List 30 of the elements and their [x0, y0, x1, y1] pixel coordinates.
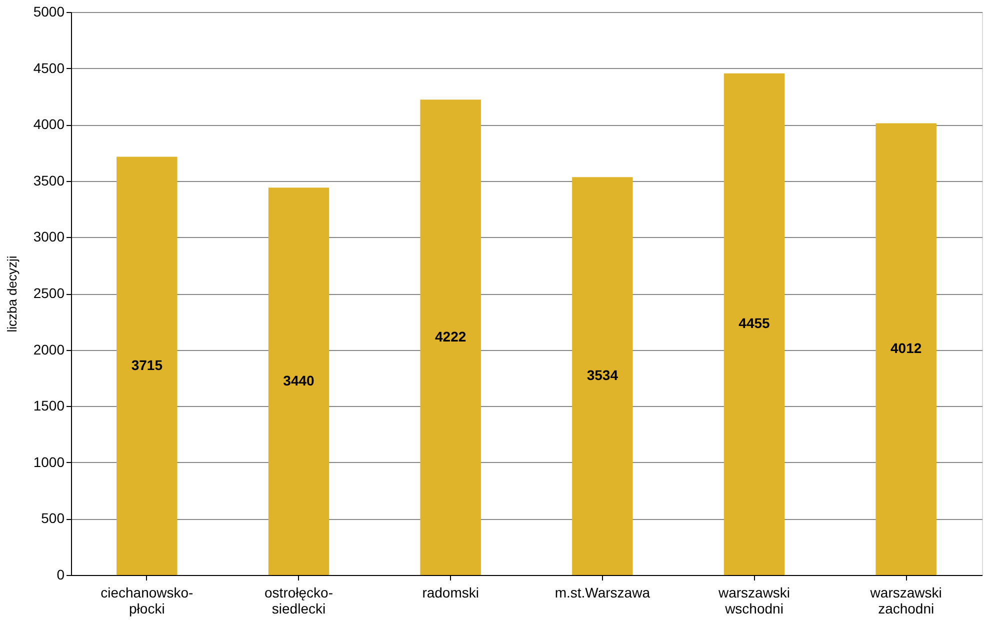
y-tick-label: 2500 — [33, 285, 65, 301]
data-label: 4222 — [435, 328, 466, 344]
data-label: 4455 — [738, 315, 770, 332]
x-tick-label: m.st.Warszawa — [554, 584, 650, 600]
bar — [116, 156, 178, 575]
x-tick-label: ciechanowsko-płocki — [100, 584, 194, 616]
bar — [268, 188, 330, 575]
y-tick-label: 3000 — [33, 228, 65, 245]
bar — [876, 123, 936, 575]
y-tick-label: 1000 — [33, 454, 65, 470]
y-tick-label: 500 — [41, 510, 65, 526]
bar — [420, 100, 481, 575]
x-tick-label: warszawski wschodni — [717, 584, 790, 616]
data-label: 3440 — [283, 372, 315, 388]
x-tick-label: radomski — [422, 584, 479, 600]
x-tick-label: warszawski zachodni — [869, 584, 942, 616]
y-tick-label: 2000 — [33, 341, 65, 358]
x-tick-label: ostrołęcko-siedlecki — [264, 584, 334, 616]
data-label: 3534 — [586, 367, 618, 384]
bar — [724, 73, 785, 575]
y-tick-label: 4000 — [33, 116, 65, 132]
data-label: 3715 — [131, 356, 163, 373]
y-tick-label: 1500 — [33, 398, 65, 414]
bar — [572, 177, 633, 575]
y-tick-label: 0 — [56, 566, 65, 582]
data-label: 4012 — [890, 340, 922, 356]
y-axis-title: liczba decyzji — [4, 256, 20, 332]
y-tick-label: 5000 — [33, 4, 65, 20]
y-tick-label: 3500 — [33, 172, 65, 188]
y-tick-label: 4500 — [33, 60, 65, 76]
